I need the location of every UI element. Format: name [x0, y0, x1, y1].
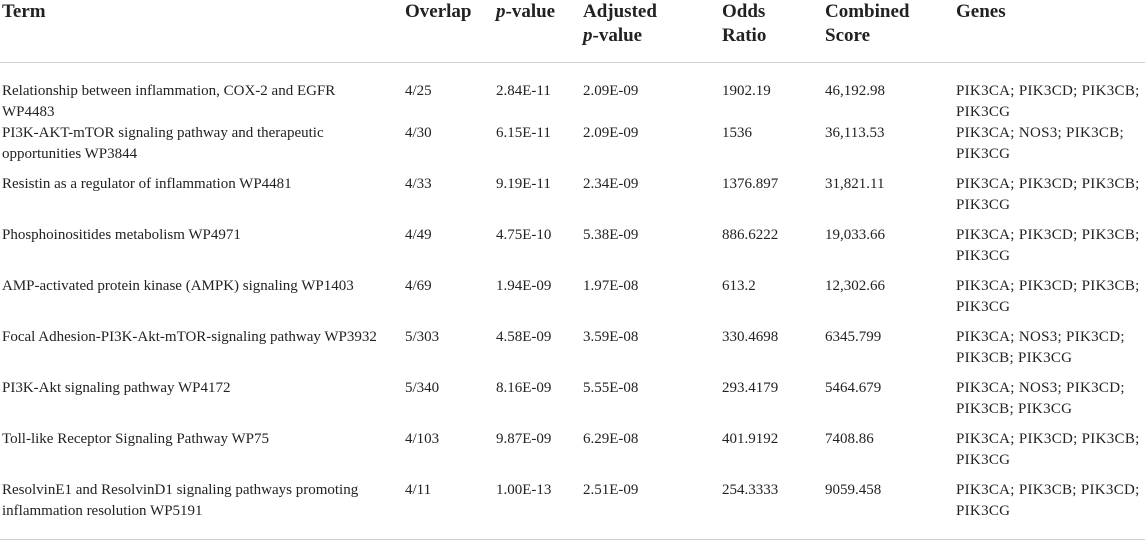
table-row: Relationship between inflammation, COX-2…	[0, 63, 1145, 124]
cell-combined-score: 31,821.11	[825, 176, 885, 192]
cell-odds-ratio: 613.2	[722, 278, 756, 294]
cell-pvalue: 8.16E-09	[496, 380, 552, 396]
cell-genes: PIK3CA; PIK3CB; PIK3CD; PIK3CG	[956, 482, 1140, 519]
header-combined-line2: Score	[825, 25, 871, 46]
cell-genes: PIK3CA; PIK3CD; PIK3CB; PIK3CG	[956, 83, 1140, 120]
cell-overlap: 4/49	[405, 227, 432, 243]
header-adjusted-pvalue: Adjusted p-value	[583, 0, 722, 63]
header-term-label: Term	[2, 1, 46, 22]
header-pvalue: p-value	[496, 0, 583, 63]
cell-pvalue: 9.19E-11	[496, 176, 551, 192]
cell-combined-score: 9059.458	[825, 482, 882, 498]
cell-odds-ratio: 1376.897	[722, 176, 779, 192]
cell-term: Resistin as a regulator of inflammation …	[2, 176, 292, 192]
cell-adjusted-pvalue: 1.97E-08	[583, 278, 639, 294]
cell-overlap: 4/69	[405, 278, 432, 294]
header-genes: Genes	[956, 0, 1145, 63]
cell-pvalue: 4.75E-10	[496, 227, 552, 243]
header-odds-line1: Odds	[722, 1, 766, 22]
table-row: PI3K-Akt signaling pathway WP4172 5/340 …	[0, 378, 1145, 429]
cell-term: ResolvinE1 and ResolvinD1 signaling path…	[2, 482, 359, 519]
cell-term: Relationship between inflammation, COX-2…	[2, 83, 336, 120]
cell-adjusted-pvalue: 2.09E-09	[583, 83, 639, 99]
cell-pvalue: 1.94E-09	[496, 278, 552, 294]
cell-term: Phosphoinositides metabolism WP4971	[2, 227, 241, 243]
cell-combined-score: 36,113.53	[825, 125, 885, 141]
header-overlap-label: Overlap	[405, 1, 472, 22]
cell-combined-score: 7408.86	[825, 431, 874, 447]
cell-odds-ratio: 1902.19	[722, 83, 771, 99]
header-row: Term Overlap p-value Adjusted p-value Odd…	[0, 0, 1145, 63]
header-adjusted-italic: p	[583, 25, 593, 46]
cell-genes: PIK3CA; PIK3CD; PIK3CB; PIK3CG	[956, 278, 1140, 315]
cell-odds-ratio: 886.6222	[722, 227, 779, 243]
cell-genes: PIK3CA; NOS3; PIK3CD; PIK3CB; PIK3CG	[956, 329, 1125, 366]
cell-pvalue: 1.00E-13	[496, 482, 552, 498]
cell-overlap: 5/303	[405, 329, 440, 345]
table-bottom-rule	[0, 539, 1145, 540]
header-genes-label: Genes	[956, 1, 1006, 22]
cell-odds-ratio: 330.4698	[722, 329, 779, 345]
header-odds-ratio: Odds Ratio	[722, 0, 825, 63]
cell-adjusted-pvalue: 3.59E-08	[583, 329, 639, 345]
header-adjusted-rest: -value	[592, 25, 643, 46]
cell-adjusted-pvalue: 2.34E-09	[583, 176, 639, 192]
table-row: Toll-like Receptor Signaling Pathway WP7…	[0, 429, 1145, 480]
cell-adjusted-pvalue: 2.51E-09	[583, 482, 639, 498]
cell-pvalue: 4.58E-09	[496, 329, 552, 345]
cell-adjusted-pvalue: 5.38E-09	[583, 227, 639, 243]
header-pvalue-italic: p	[496, 1, 506, 22]
table-body: Relationship between inflammation, COX-2…	[0, 63, 1145, 532]
table-row: ResolvinE1 and ResolvinD1 signaling path…	[0, 480, 1145, 531]
cell-combined-score: 12,302.66	[825, 278, 885, 294]
table-row: Resistin as a regulator of inflammation …	[0, 174, 1145, 225]
cell-adjusted-pvalue: 5.55E-08	[583, 380, 639, 396]
cell-overlap: 4/11	[405, 482, 432, 498]
table-header: Term Overlap p-value Adjusted p-value Odd…	[0, 0, 1145, 63]
cell-genes: PIK3CA; NOS3; PIK3CB; PIK3CG	[956, 125, 1124, 162]
cell-genes: PIK3CA; PIK3CD; PIK3CB; PIK3CG	[956, 176, 1140, 213]
cell-overlap: 4/33	[405, 176, 432, 192]
cell-term: PI3K-AKT-mTOR signaling pathway and ther…	[2, 125, 324, 162]
cell-odds-ratio: 254.3333	[722, 482, 779, 498]
header-term: Term	[0, 0, 405, 63]
cell-adjusted-pvalue: 6.29E-08	[583, 431, 639, 447]
header-combined-line1: Combined	[825, 1, 910, 22]
cell-overlap: 4/103	[405, 431, 440, 447]
cell-odds-ratio: 401.9192	[722, 431, 779, 447]
cell-pvalue: 9.87E-09	[496, 431, 552, 447]
table-row: Focal Adhesion-PI3K-Akt-mTOR-signaling p…	[0, 327, 1145, 378]
table-row: Phosphoinositides metabolism WP4971 4/49…	[0, 225, 1145, 276]
header-overlap: Overlap	[405, 0, 496, 63]
cell-genes: PIK3CA; PIK3CD; PIK3CB; PIK3CG	[956, 431, 1140, 468]
cell-pvalue: 6.15E-11	[496, 125, 551, 141]
cell-term: PI3K-Akt signaling pathway WP4172	[2, 380, 231, 396]
cell-combined-score: 5464.679	[825, 380, 882, 396]
cell-overlap: 5/340	[405, 380, 440, 396]
cell-combined-score: 19,033.66	[825, 227, 885, 243]
cell-odds-ratio: 293.4179	[722, 380, 779, 396]
table-row: AMP-activated protein kinase (AMPK) sign…	[0, 276, 1145, 327]
cell-term: AMP-activated protein kinase (AMPK) sign…	[2, 278, 354, 294]
cell-term: Focal Adhesion-PI3K-Akt-mTOR-signaling p…	[2, 329, 377, 345]
header-pvalue-rest: -value	[505, 1, 556, 22]
cell-combined-score: 46,192.98	[825, 83, 885, 99]
header-odds-line2: Ratio	[722, 25, 767, 46]
cell-genes: PIK3CA; NOS3; PIK3CD; PIK3CB; PIK3CG	[956, 380, 1125, 417]
cell-overlap: 4/25	[405, 83, 432, 99]
cell-genes: PIK3CA; PIK3CD; PIK3CB; PIK3CG	[956, 227, 1140, 264]
cell-odds-ratio: 1536	[722, 125, 752, 141]
cell-overlap: 4/30	[405, 125, 432, 141]
header-adjusted-line1: Adjusted	[583, 1, 657, 22]
cell-term: Toll-like Receptor Signaling Pathway WP7…	[2, 431, 269, 447]
cell-pvalue: 2.84E-11	[496, 83, 551, 99]
header-combined-score: Combined Score	[825, 0, 956, 63]
cell-adjusted-pvalue: 2.09E-09	[583, 125, 639, 141]
cell-combined-score: 6345.799	[825, 329, 882, 345]
table-row: PI3K-AKT-mTOR signaling pathway and ther…	[0, 123, 1145, 174]
